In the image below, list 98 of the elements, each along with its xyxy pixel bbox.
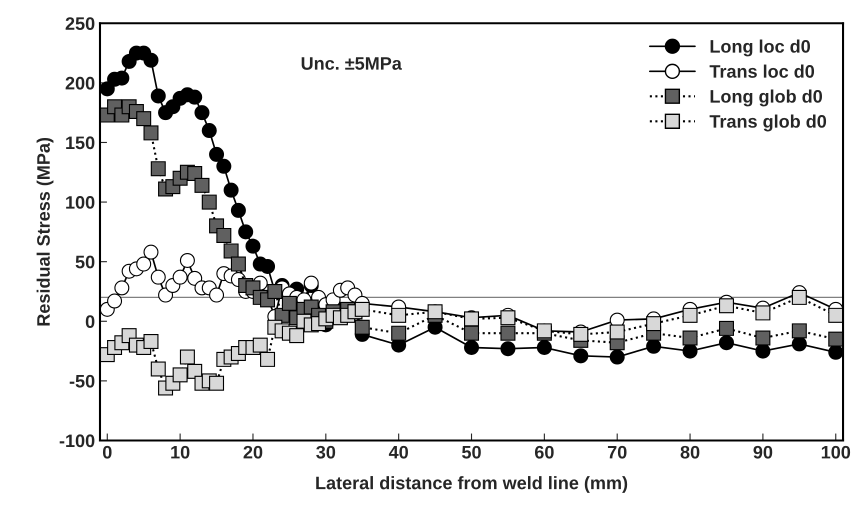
point: [194, 105, 210, 120]
point: [136, 111, 152, 126]
point: [573, 326, 588, 342]
point: [755, 330, 770, 346]
point: [260, 258, 276, 274]
point: [187, 166, 202, 181]
point: [107, 294, 122, 309]
x-tick-label: 100: [822, 446, 850, 459]
y-tick-label: 50: [76, 256, 94, 268]
x-tick-label: 20: [244, 446, 262, 459]
point: [610, 324, 625, 340]
x-tick-label: 10: [171, 446, 190, 459]
y-axis-title: Residual Stress (MPa): [36, 138, 54, 326]
point: [260, 352, 276, 367]
point: [682, 330, 698, 346]
x-tick-label: 70: [608, 446, 627, 459]
point: [172, 367, 188, 382]
point: [500, 326, 516, 341]
x-tick-label: 80: [680, 446, 700, 459]
x-tick-label: 40: [388, 446, 408, 459]
point: [150, 88, 166, 104]
point: [573, 348, 588, 364]
point: [391, 326, 406, 341]
point: [500, 310, 516, 326]
point: [718, 320, 734, 336]
point: [143, 244, 158, 260]
point: [202, 123, 217, 138]
point: [230, 256, 246, 272]
point: [755, 344, 770, 359]
point: [682, 344, 698, 359]
legend-label: Trans loc d0: [710, 64, 814, 78]
point: [136, 256, 152, 272]
point: [610, 350, 625, 365]
point: [718, 335, 734, 350]
point: [143, 52, 158, 68]
point: [100, 81, 115, 96]
point: [224, 182, 239, 198]
point: [500, 341, 516, 356]
point: [209, 288, 224, 303]
point: [792, 323, 807, 338]
legend-label: Long glob d0: [710, 90, 822, 106]
point: [354, 302, 370, 317]
point: [646, 338, 662, 354]
legend-label: Trans glob d0: [710, 114, 826, 132]
point: [718, 298, 734, 314]
y-tick-label: 100: [66, 196, 94, 209]
point: [828, 308, 844, 323]
point: [536, 340, 552, 356]
point: [755, 305, 770, 320]
point: [792, 336, 807, 352]
point: [180, 350, 195, 365]
point: [282, 296, 297, 311]
legend-label: Long loc d0: [710, 40, 810, 56]
point: [224, 243, 239, 258]
x-tick-label: 90: [753, 446, 772, 459]
point: [354, 320, 370, 335]
point: [150, 361, 166, 376]
y-tick-label: -100: [60, 434, 94, 448]
y-tick-label: 150: [66, 136, 94, 150]
y-tick-label: 200: [66, 76, 94, 90]
point: [391, 308, 406, 323]
point: [150, 161, 166, 176]
x-tick-label: 60: [534, 446, 554, 459]
point: [828, 344, 844, 360]
point: [202, 194, 217, 210]
point: [187, 90, 202, 105]
point: [464, 340, 480, 356]
point: [216, 228, 232, 243]
annotation: Unc. ±5MPa: [302, 57, 402, 70]
point: [150, 270, 166, 285]
point: [158, 288, 174, 303]
point: [238, 224, 254, 240]
x-tick-label: 50: [462, 446, 481, 459]
y-tick-label: 0: [86, 315, 94, 328]
point: [682, 308, 698, 323]
x-tick-label: 0: [102, 446, 112, 459]
point: [230, 202, 246, 218]
point: [114, 280, 130, 296]
point: [828, 332, 844, 347]
y-tick-label: -50: [70, 374, 94, 388]
x-axis-title: Lateral distance from weld line (mm): [316, 476, 628, 493]
point: [209, 376, 224, 391]
point: [289, 328, 304, 344]
point: [245, 238, 260, 254]
point: [216, 158, 232, 174]
point: [143, 125, 158, 140]
point: [209, 146, 224, 162]
point: [194, 178, 210, 193]
point: [792, 290, 807, 305]
y-tick-label: 250: [66, 17, 94, 30]
point: [252, 338, 268, 353]
point: [464, 326, 480, 341]
point: [646, 316, 662, 332]
x-tick-label: 30: [316, 446, 336, 459]
point: [143, 334, 158, 350]
point: [187, 364, 202, 379]
point: [172, 270, 188, 285]
point: [180, 252, 195, 268]
